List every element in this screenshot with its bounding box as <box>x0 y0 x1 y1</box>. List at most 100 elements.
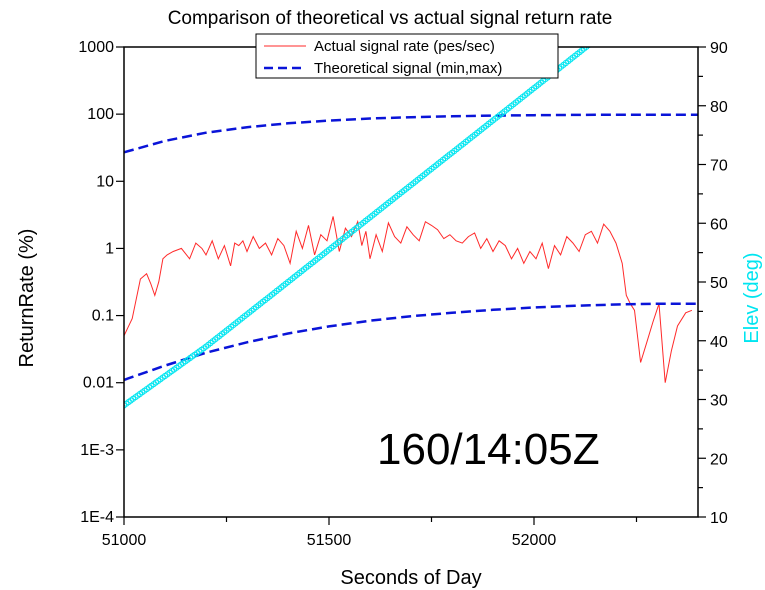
y-axis-right-label: Elev (deg) <box>741 252 763 343</box>
elevation-point <box>648 2 653 7</box>
elevation-point <box>643 4 648 9</box>
elevation-point <box>681 3 686 8</box>
elevation-point <box>685 5 690 10</box>
series-actual-signal-line <box>124 216 692 382</box>
y-left-tick-label: 0.1 <box>92 308 114 325</box>
elevation-point <box>667 0 672 5</box>
elevation-point <box>651 1 656 6</box>
elevation-point <box>682 3 687 8</box>
elevation-point <box>625 13 630 18</box>
elevation-point <box>642 4 647 9</box>
elevation-point <box>628 10 633 15</box>
elevation-point <box>694 9 699 14</box>
legend-label-theoretical: Theoretical signal (min,max) <box>314 60 502 77</box>
elevation-point <box>641 4 646 9</box>
y-right-tick-label: 10 <box>710 510 728 527</box>
y-left-tick-label: 1000 <box>78 39 114 56</box>
elevation-point <box>664 0 669 5</box>
y-left-tick-label: 10 <box>96 173 114 190</box>
series-theoretical-max-line <box>124 115 698 153</box>
elevation-point <box>662 0 667 5</box>
elevation-point <box>615 20 620 25</box>
elevation-point <box>693 8 698 13</box>
y-left-tick-label: 1E-3 <box>80 442 114 459</box>
elevation-point <box>616 19 621 24</box>
elevation-point <box>680 2 685 7</box>
elevation-point <box>588 41 593 46</box>
elevation-point <box>633 7 638 12</box>
y-right-tick-label: 80 <box>710 99 728 116</box>
elevation-point <box>687 6 692 11</box>
elevation-point <box>631 9 636 14</box>
elevation-point <box>674 0 679 5</box>
x-tick-label: 52000 <box>512 532 557 549</box>
elevation-point <box>600 32 605 37</box>
x-tick-label: 51000 <box>102 532 147 549</box>
elevation-point <box>639 5 644 10</box>
elevation-point <box>593 37 598 42</box>
elevation-point <box>618 18 623 23</box>
elevation-point <box>624 14 629 19</box>
x-tick-label: 51500 <box>307 532 352 549</box>
elevation-point <box>621 15 626 20</box>
elevation-point <box>636 6 641 11</box>
y-right-tick-label: 90 <box>710 40 728 57</box>
elevation-point <box>652 1 657 6</box>
elevation-point <box>657 0 662 5</box>
elevation-point <box>666 0 671 5</box>
y-left-tick-label: 0.01 <box>83 375 114 392</box>
elevation-point <box>635 6 640 11</box>
y-right-tick-label: 30 <box>710 393 728 410</box>
y-left-tick-label: 100 <box>87 106 114 123</box>
elevation-point <box>650 2 655 7</box>
y-right-tick-label: 70 <box>710 158 728 175</box>
elevation-point <box>686 5 691 10</box>
elevation-point <box>670 0 675 5</box>
time-annotation: 160/14:05Z <box>377 425 600 474</box>
elevation-point <box>626 12 631 17</box>
elevation-point <box>646 3 651 8</box>
y-right-tick-label: 60 <box>710 216 728 233</box>
elevation-point <box>619 17 624 22</box>
y-axis-left-label: ReturnRate (%) <box>16 229 38 368</box>
y-left-tick-label: 1E-4 <box>80 509 114 526</box>
elevation-point <box>654 0 659 5</box>
elevation-point <box>634 6 639 11</box>
y-right-tick-label: 20 <box>710 451 728 468</box>
elevation-point <box>649 2 654 7</box>
elevation-point <box>627 11 632 16</box>
legend-label-actual: Actual signal rate (pes/sec) <box>314 38 495 55</box>
legend: Actual signal rate (pes/sec) Theoretical… <box>256 34 558 78</box>
elevation-point <box>598 34 603 39</box>
elevation-point <box>644 3 649 8</box>
elevation-point <box>617 19 622 24</box>
elevation-point <box>683 4 688 9</box>
y-right-tick-label: 40 <box>710 334 728 351</box>
elevation-point <box>684 4 689 9</box>
elevation-point <box>677 1 682 6</box>
elevation-point <box>653 1 658 6</box>
elevation-point <box>675 0 680 5</box>
elevation-point <box>632 8 637 13</box>
elevation-point <box>691 7 696 12</box>
elevation-point <box>591 39 596 44</box>
elevation-point <box>690 7 695 12</box>
elevation-point <box>637 5 642 10</box>
elevation-point <box>660 0 665 5</box>
elevation-point <box>640 5 645 10</box>
elevation-point <box>602 30 607 35</box>
elevation-point <box>629 10 634 15</box>
elevation-point <box>658 0 663 5</box>
elevation-point <box>672 0 677 5</box>
elevation-point <box>620 16 625 21</box>
elevation-point <box>661 0 666 5</box>
y-left-tick-label: 1 <box>105 240 114 257</box>
elevation-point <box>689 6 694 11</box>
elevation-point <box>623 14 628 19</box>
elevation-point <box>673 0 678 5</box>
elevation-point <box>613 21 618 26</box>
elevation-point <box>678 2 683 7</box>
elevation-point <box>668 0 673 5</box>
x-axis-label: Seconds of Day <box>340 567 481 589</box>
